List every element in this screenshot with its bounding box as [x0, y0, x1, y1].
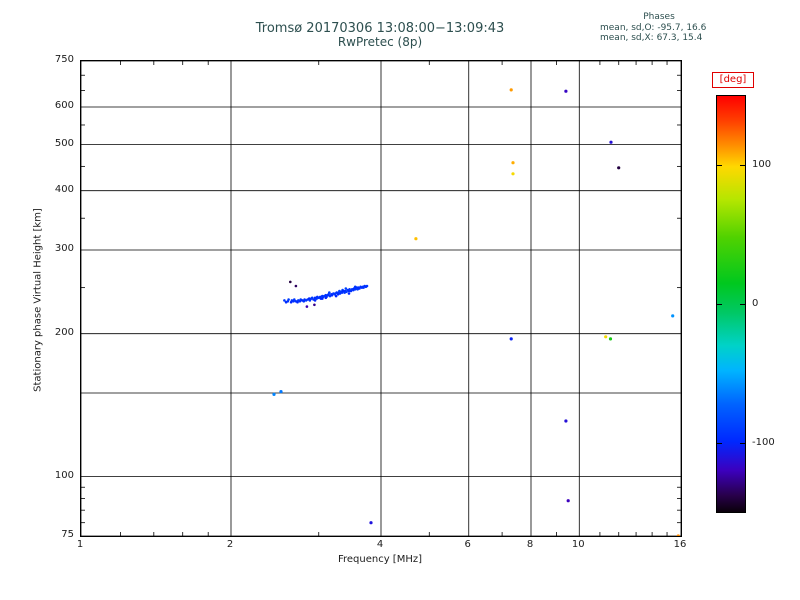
x-tick-label: 10	[571, 539, 585, 550]
data-point-outlier	[511, 161, 515, 165]
data-point-outlier	[279, 390, 283, 394]
chart-title: Tromsø 20170306 13:08:00−13:09:43	[255, 21, 505, 36]
x-tick-label: 16	[673, 539, 687, 550]
colorbar-tick-mark	[717, 443, 722, 445]
x-tick-label: 1	[76, 539, 84, 550]
data-point-outlier	[369, 521, 373, 525]
x-tick-label: 6	[464, 539, 471, 550]
colorbar-tick-label: 100	[752, 158, 772, 170]
colorbar-tick-label: -100	[752, 437, 775, 449]
data-point-trace	[347, 292, 351, 295]
data-point-trace	[313, 299, 317, 302]
data-point-trace	[308, 299, 312, 302]
x-tick-label: 4	[376, 539, 384, 550]
x-axis-label: Frequency [MHz]	[337, 554, 423, 565]
data-point-trace	[344, 287, 348, 290]
y-tick-label: 100	[54, 469, 74, 481]
plot-canvas	[81, 61, 681, 536]
colorbar-tick-label: 0	[752, 298, 759, 309]
data-point-outlier	[604, 335, 608, 339]
colorbar-tick-mark	[740, 164, 745, 166]
colorbar-tick-mark	[740, 443, 745, 445]
data-point-outlier	[511, 172, 515, 176]
phase-stats-o-mode: mean, sd,O: -95.7, 16.6	[600, 22, 707, 33]
y-tick-label: 600	[54, 100, 74, 112]
data-point-trace	[283, 299, 286, 302]
y-tick-label: 750	[54, 54, 74, 65]
y-tick-label: 500	[54, 137, 74, 149]
phase-stats: Phases mean, sd,O: -95.7, 16.6 mean, sd,…	[600, 12, 718, 44]
data-point-trace	[328, 294, 332, 298]
data-point-outlier	[564, 419, 568, 423]
data-point-outlier	[671, 314, 675, 318]
y-tick-label: 75	[61, 529, 74, 540]
data-point-outlier	[617, 166, 621, 170]
y-tick-label: 200	[54, 326, 74, 338]
phase-stats-x-mode: mean, sd,X: 67.3, 15.4	[600, 33, 703, 43]
data-point-outlier	[414, 237, 418, 241]
data-point-trace	[294, 284, 298, 288]
data-point-outlier	[608, 337, 613, 341]
x-tick-label: 8	[526, 539, 534, 550]
plot-area	[80, 60, 682, 537]
data-point-outlier	[566, 499, 570, 503]
data-point-trace	[305, 305, 309, 308]
data-point-outlier	[272, 392, 276, 396]
colorbar-tick-mark	[717, 164, 722, 166]
data-point-outlier	[564, 89, 568, 93]
colorbar-tick-mark	[740, 304, 745, 305]
data-point-outlier	[509, 88, 513, 92]
data-point-trace	[287, 298, 290, 301]
y-tick-label: 400	[54, 183, 74, 195]
data-point-trace	[328, 291, 331, 294]
data-point-outlier	[676, 534, 680, 536]
x-tick-label: 2	[226, 539, 234, 550]
colorbar-tick-mark	[717, 304, 722, 305]
data-point-trace	[313, 303, 316, 307]
y-tick-label: 300	[54, 243, 74, 255]
data-point-trace	[289, 280, 292, 284]
phase-stats-header: Phases	[643, 12, 675, 22]
chart-subtitle: RwPretec (8p)	[337, 35, 423, 49]
y-axis-label: Stationary phase Virtual Height [km]	[32, 208, 44, 392]
data-point-outlier	[509, 337, 513, 341]
data-point-outlier	[609, 140, 613, 144]
data-point-trace	[293, 298, 296, 301]
data-point-trace	[334, 294, 338, 298]
colorbar-unit-label: [deg]	[712, 72, 754, 88]
data-point-trace	[365, 284, 369, 288]
